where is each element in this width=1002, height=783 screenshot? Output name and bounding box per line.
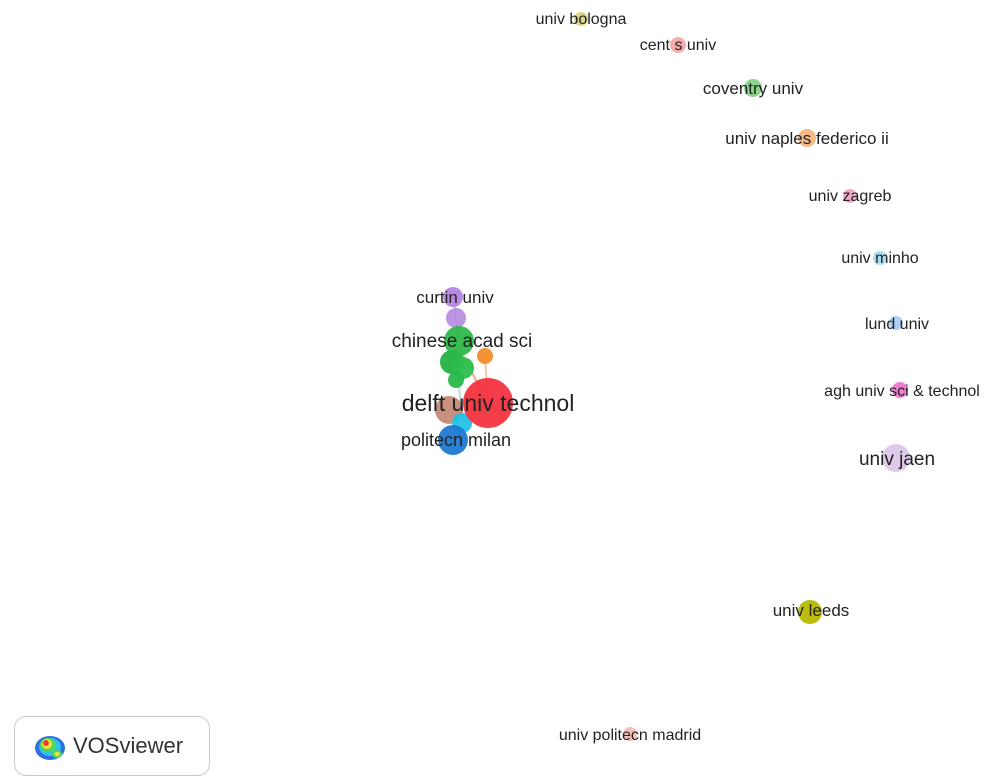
node-univ-jaen[interactable]: univ jaen <box>859 444 935 472</box>
node-univ-bologna-circle[interactable] <box>574 12 588 26</box>
node-cent-s-univ-circle[interactable] <box>670 37 686 53</box>
node-univ-naples-federico-ii-circle[interactable] <box>798 129 816 147</box>
node-curtin-univ-label: curtin univ <box>416 288 494 307</box>
node-univ-zagreb-label: univ zagreb <box>809 188 892 205</box>
node-cent-s-univ-label: cent s univ <box>640 37 716 54</box>
node-coventry-univ-label: coventry univ <box>703 79 804 98</box>
node-univ-naples-federico-ii-label: univ naples federico ii <box>725 129 888 148</box>
node-univ-jaen-circle[interactable] <box>882 444 910 472</box>
node-univ-zagreb[interactable]: univ zagreb <box>809 188 892 205</box>
node-univ-leeds-circle[interactable] <box>798 600 822 624</box>
vosviewer-brand-name: VOSviewer <box>73 733 184 758</box>
node-chinese-acad-sci-label: chinese acad sci <box>392 331 532 352</box>
node-univ-minho-circle[interactable] <box>873 251 887 265</box>
node-politecn-milan-label: politecn milan <box>401 430 511 450</box>
node-delft-univ-technol-label: delft univ technol <box>402 390 575 416</box>
node-chinese-acad-sci[interactable]: chinese acad sci <box>392 326 532 356</box>
node-delft-univ-technol-circle[interactable] <box>463 378 513 428</box>
node-univ-bologna[interactable]: univ bologna <box>536 11 627 28</box>
node-lund-univ-circle[interactable] <box>889 316 903 330</box>
node-coventry-univ[interactable]: coventry univ <box>703 79 804 98</box>
node-univ-zagreb-circle[interactable] <box>843 189 857 203</box>
node-agh-univ-sci-technol[interactable]: agh univ sci & technol <box>824 382 980 400</box>
node-purple-minor[interactable] <box>446 308 466 328</box>
node-coventry-univ-circle[interactable] <box>744 79 762 97</box>
cluster-minor-nodes <box>435 308 493 433</box>
node-univ-minho-label: univ minho <box>841 250 918 267</box>
node-agh-univ-sci-technol-label: agh univ sci & technol <box>824 383 980 400</box>
node-politecn-milan-circle[interactable] <box>438 425 468 455</box>
node-univ-minho[interactable]: univ minho <box>841 250 918 267</box>
node-cent-s-univ[interactable]: cent s univ <box>640 37 716 54</box>
node-lund-univ-label: lund univ <box>865 316 929 333</box>
node-delft-univ-technol[interactable]: delft univ technol <box>402 378 575 428</box>
node-chinese-acad-sci-circle[interactable] <box>444 326 474 356</box>
vosviewer-brand-badge[interactable]: VOSviewer <box>14 716 210 776</box>
node-green-minor-3[interactable] <box>448 372 464 388</box>
node-univ-politecn-madrid-circle[interactable] <box>623 727 637 741</box>
node-curtin-univ[interactable]: curtin univ <box>416 287 494 307</box>
node-univ-politecn-madrid-label: univ politecn madrid <box>559 727 701 744</box>
node-univ-leeds[interactable]: univ leeds <box>773 600 850 624</box>
node-univ-jaen-label: univ jaen <box>859 449 935 470</box>
node-univ-naples-federico-ii[interactable]: univ naples federico ii <box>725 129 889 148</box>
node-curtin-univ-circle[interactable] <box>443 287 463 307</box>
node-agh-univ-sci-technol-circle[interactable] <box>892 382 908 398</box>
node-univ-bologna-label: univ bologna <box>536 11 627 28</box>
node-univ-politecn-madrid[interactable]: univ politecn madrid <box>559 727 701 744</box>
vosviewer-heatmap-logo-icon <box>35 736 65 760</box>
node-lund-univ[interactable]: lund univ <box>865 316 929 333</box>
node-orange-minor[interactable] <box>477 348 493 364</box>
labeled-nodes: univ bologna cent s univ coventry univ u… <box>392 11 980 744</box>
node-politecn-milan[interactable]: politecn milan <box>401 425 511 455</box>
node-univ-leeds-label: univ leeds <box>773 601 850 620</box>
